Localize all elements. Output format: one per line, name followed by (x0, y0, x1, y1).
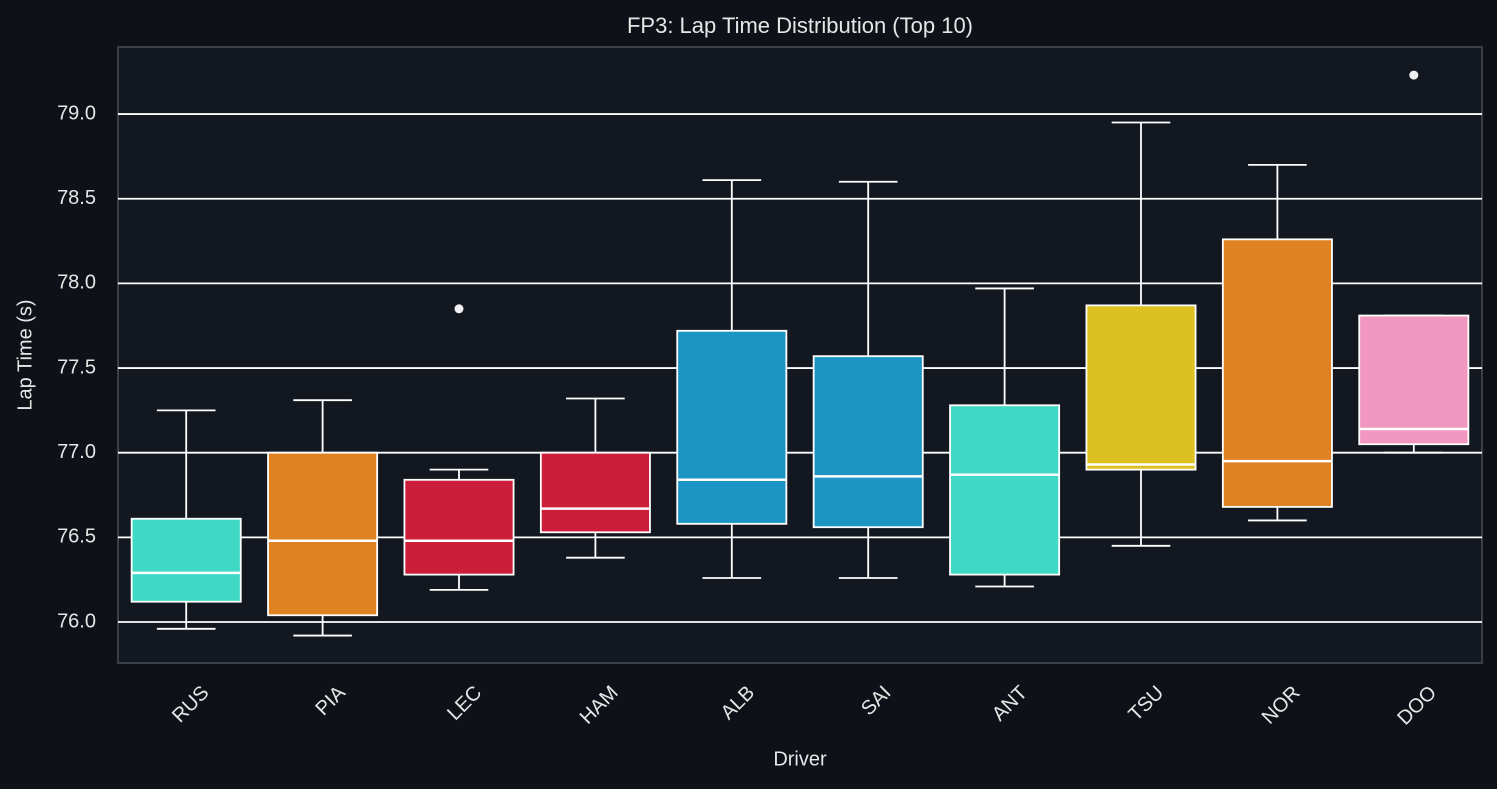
chart-title: FP3: Lap Time Distribution (Top 10) (627, 13, 973, 38)
y-tick-label: 77.0 (57, 441, 96, 463)
box (130, 517, 242, 603)
outlier (1409, 70, 1419, 80)
box (539, 451, 651, 534)
box (267, 451, 379, 617)
y-tick-label: 79.0 (57, 102, 96, 124)
y-axis-label: Lap Time (s) (14, 299, 36, 410)
box (1358, 314, 1470, 446)
y-tick-label: 77.5 (57, 356, 96, 378)
y-tick-label: 78.5 (57, 187, 96, 209)
box (403, 478, 515, 576)
x-axis-label: Driver (773, 748, 827, 770)
box (676, 329, 788, 525)
box (812, 355, 924, 529)
outlier (454, 304, 464, 314)
y-tick-label: 76.5 (57, 526, 96, 548)
box (1085, 304, 1197, 471)
y-tick-label: 78.0 (57, 272, 96, 294)
box (949, 404, 1061, 576)
box (1221, 238, 1333, 508)
y-tick-label: 76.0 (57, 610, 96, 632)
